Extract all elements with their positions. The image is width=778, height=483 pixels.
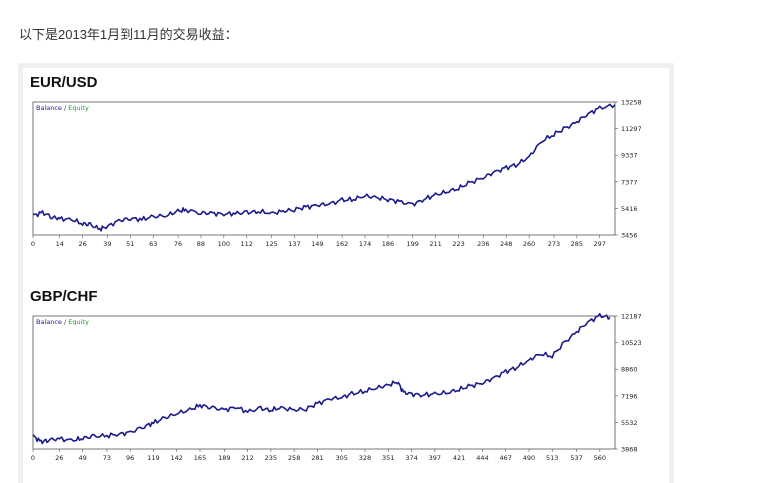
intro-text: 以下是2013年1月到11月的交易收益： (19, 27, 238, 42)
eurusd-xtick-label: 26 (78, 240, 86, 248)
eurusd-xtick-label: 297 (594, 240, 606, 248)
eurusd-legend-equity: Equity (68, 104, 89, 112)
eurusd-xtick-label: 39 (103, 240, 111, 248)
eurusd-ytick-label: 13258 (621, 99, 642, 107)
eurusd-xtick-label: 149 (311, 240, 323, 248)
eurusd-xtick-label: 236 (477, 240, 489, 248)
eurusd-ytick-label: 7377 (621, 178, 638, 186)
gbpchf-xtick-label: 142 (171, 454, 183, 462)
gbpchf-legend-equity: Equity (68, 318, 89, 326)
eurusd-xtick-label: 125 (265, 240, 277, 248)
gbpchf-xtick-label: 73 (103, 454, 111, 462)
gbpchf-xtick-label: 328 (359, 454, 371, 462)
gbpchf-xtick-label: 212 (241, 454, 253, 462)
eurusd-legend-separator: / (62, 104, 68, 112)
gbpchf-xtick-label: 258 (288, 454, 300, 462)
eurusd-xtick-label: 88 (197, 240, 205, 248)
eurusd-xtick-label: 211 (429, 240, 441, 248)
eurusd-xtick-label: 137 (288, 240, 300, 248)
gbpchf-xtick-label: 165 (194, 454, 206, 462)
gbpchf-xtick-label: 351 (382, 454, 394, 462)
eurusd-xtick-label: 14 (56, 240, 64, 248)
eurusd-xtick-label: 76 (174, 240, 182, 248)
gbpchf-xtick-label: 537 (570, 454, 582, 462)
gbpchf-xtick-label: 421 (453, 454, 465, 462)
gbpchf-xtick-label: 281 (311, 454, 323, 462)
gbpchf-xtick-label: 49 (78, 454, 86, 462)
eurusd-legend: Balance / Equity (36, 104, 89, 112)
eurusd-xtick-label: 186 (382, 240, 394, 248)
gbpchf-ytick-label: 3868 (621, 446, 638, 454)
eurusd-plot-frame (32, 101, 616, 236)
eurusd-xtick-label: 112 (241, 240, 253, 248)
gbpchf-legend: Balance / Equity (36, 318, 89, 326)
gbpchf-ytick-label: 10523 (621, 339, 642, 347)
eurusd-xtick-label: 273 (548, 240, 560, 248)
gbpchf-xtick-label: 0 (31, 454, 35, 462)
charts-panel: EUR/USD Balance / Equity 0 14 26 39 51 63 76 88 1… (23, 68, 669, 483)
gbpchf-plot-frame (32, 315, 616, 450)
eurusd-xtick-label: 100 (218, 240, 230, 248)
eurusd-xtick-label: 260 (523, 240, 535, 248)
eurusd-ytick-label: 5416 (621, 205, 638, 213)
gbpchf-legend-balance: Balance (36, 318, 62, 326)
gbpchf-xtick-label: 189 (218, 454, 230, 462)
gbpchf-chart: Balance / Equity 0 26 49 73 96 119 142 165 189 212… (31, 312, 642, 463)
gbpchf-ytick-label: 8860 (621, 366, 638, 374)
gbpchf-xtick-label: 26 (55, 454, 63, 462)
gbpchf-legend-separator: / (62, 318, 68, 326)
gbpchf-xtick-label: 467 (499, 454, 511, 462)
eurusd-xtick-label: 174 (359, 240, 371, 248)
gbpchf-xtick-label: 490 (523, 454, 535, 462)
gbpchf-xtick-label: 374 (405, 454, 417, 462)
gbpchf-xtick-label: 560 (594, 454, 606, 462)
gbpchf-xtick-label: 119 (147, 454, 159, 462)
eurusd-xtick-label: 223 (452, 240, 464, 248)
eurusd-xtick-label: 51 (126, 240, 134, 248)
eurusd-series-balance-line (32, 103, 616, 232)
gbpchf-xtick-label: 444 (476, 454, 488, 462)
gbpchf-series-balance-line (32, 312, 611, 445)
eurusd-ytick-label: 11297 (621, 125, 642, 133)
gbpchf-xtick-label: 513 (546, 454, 558, 462)
eurusd-xtick-label: 285 (571, 240, 583, 248)
eurusd-ytick-label: 3456 (621, 232, 638, 240)
gbpchf-xtick-label: 96 (126, 454, 134, 462)
eurusd-chart: Balance / Equity 0 14 26 39 51 63 76 88 100 112 125… (31, 99, 642, 249)
gbpchf-ytick-label: 12187 (621, 313, 642, 321)
eurusd-xtick-label: 63 (149, 240, 157, 248)
eurusd-ytick-label: 9337 (621, 152, 638, 160)
eurusd-xtick-label: 162 (336, 240, 348, 248)
gbpchf-ytick-label: 7196 (621, 392, 638, 400)
eurusd-xtick-label: 0 (31, 240, 35, 248)
gbpchf-xtick-label: 397 (429, 454, 441, 462)
eurusd-xtick-label: 199 (407, 240, 419, 248)
eurusd-legend-balance: Balance (36, 104, 62, 112)
charts-image: EUR/USD Balance / Equity 0 14 26 39 51 63 76 88 1… (18, 63, 674, 483)
eurusd-xtick-label: 248 (500, 240, 512, 248)
chart-title-eurusd: EUR/USD (30, 74, 98, 91)
gbpchf-ytick-label: 5532 (621, 419, 638, 427)
chart-title-gbpchf: GBP/CHF (30, 288, 98, 305)
gbpchf-xtick-label: 305 (336, 454, 348, 462)
gbpchf-xtick-label: 235 (265, 454, 277, 462)
